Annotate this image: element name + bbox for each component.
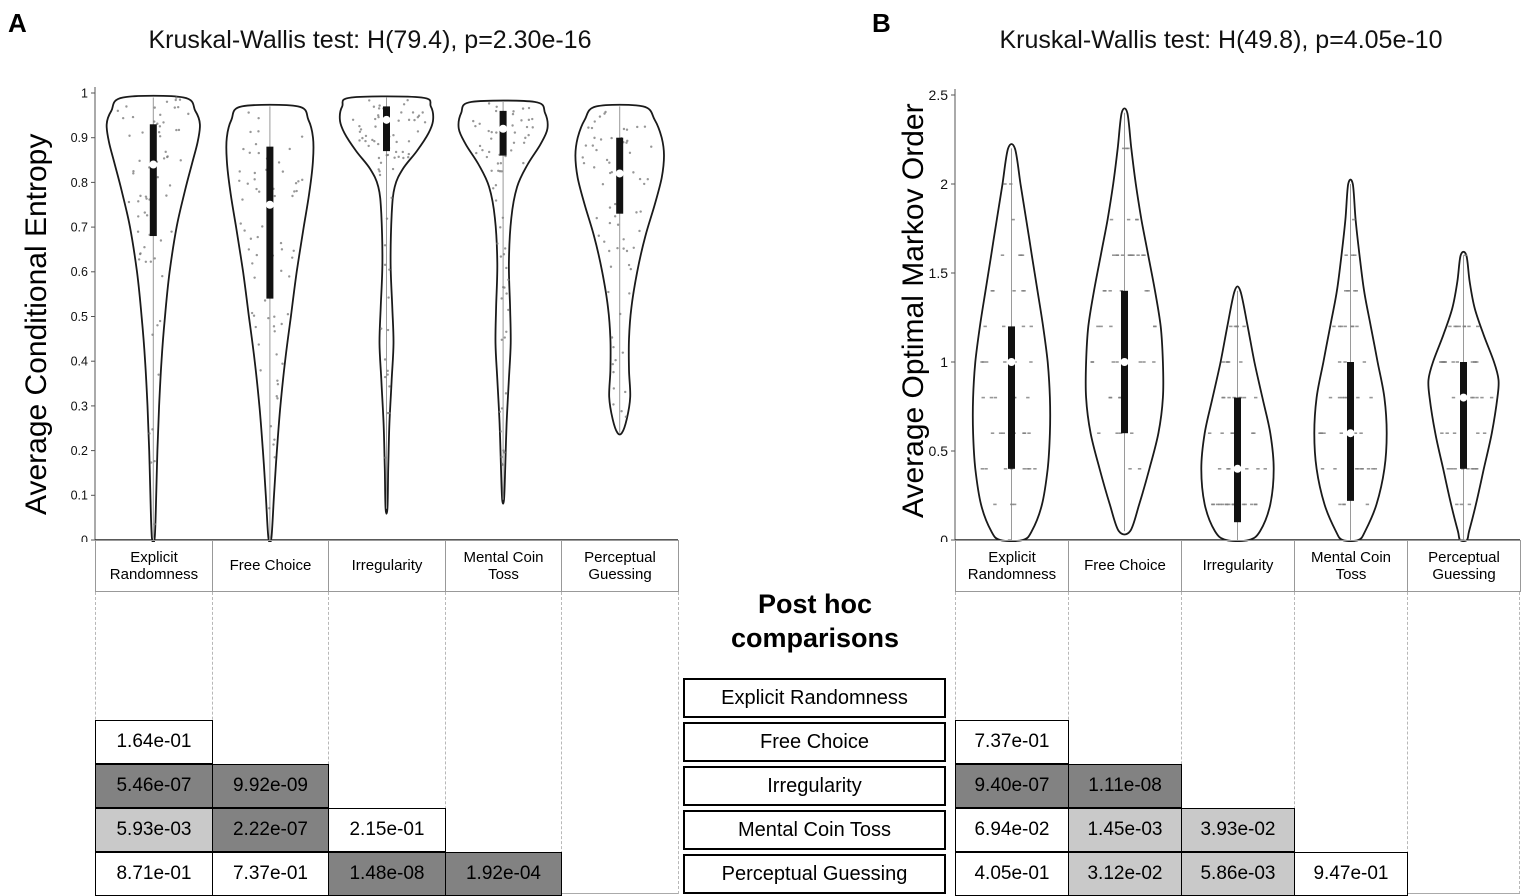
- svg-text:1: 1: [940, 354, 948, 370]
- svg-text:1: 1: [81, 86, 88, 100]
- dashed-gridline: [445, 592, 446, 894]
- plotA-svg: 0 0.1 0.2 0.3 0.4 0.5 0.6 0.7 0.8 0.9 1: [71, 86, 678, 547]
- pvalue-cell-a: 9.92e-09: [212, 764, 329, 808]
- posthoc-heading: Post hoc comparisons: [730, 589, 900, 653]
- dashed-gridline: [1407, 592, 1408, 894]
- svg-text:2.5: 2.5: [929, 87, 949, 103]
- svg-text:0.3: 0.3: [71, 399, 88, 413]
- panel-b-title: Kruskal-Wallis test: H(49.8), p=4.05e-10: [999, 26, 1443, 54]
- svg-text:0.2: 0.2: [71, 444, 88, 458]
- svg-text:0.6: 0.6: [71, 265, 88, 279]
- x-category-label-a-3: Mental Coin Toss: [445, 540, 562, 592]
- x-category-label-b-2: Irregularity: [1181, 540, 1295, 592]
- svg-text:1.5: 1.5: [929, 265, 949, 281]
- x-category-label-a-0: Explicit Randomness: [95, 540, 213, 592]
- dashed-gridline: [561, 592, 562, 894]
- panel-a-violin-plot: 0 0.1 0.2 0.3 0.4 0.5 0.6 0.7 0.8 0.9 1: [60, 80, 680, 547]
- pvalue-cell-b: 5.86e-03: [1181, 852, 1295, 896]
- svg-text:0.5: 0.5: [929, 443, 949, 459]
- pvalue-cell-b: 1.45e-03: [1068, 808, 1182, 852]
- svg-text:0.5: 0.5: [71, 310, 88, 324]
- dashed-gridline: [678, 592, 679, 894]
- pvalue-cell-b: 4.05e-01: [955, 852, 1069, 896]
- svg-text:0.1: 0.1: [71, 489, 88, 503]
- pvalue-cell-a: 2.15e-01: [328, 808, 446, 852]
- x-category-label-b-0: Explicit Randomness: [955, 540, 1069, 592]
- posthoc-row-label-0: Explicit Randomness: [683, 678, 946, 718]
- pvalue-cell-b: 3.12e-02: [1068, 852, 1182, 896]
- panel-b-violin-plot: 0 0.5 1 1.5 2 2.5: [920, 80, 1522, 548]
- plotB-svg: 0 0.5 1 1.5 2 2.5: [929, 87, 1520, 548]
- pvalue-cell-a: 7.37e-01: [212, 852, 329, 896]
- posthoc-row-label-2: Irregularity: [683, 766, 946, 806]
- svg-text:0.9: 0.9: [71, 131, 88, 145]
- posthoc-row-label-4: Perceptual Guessing: [683, 854, 946, 894]
- panel-a-y-axis-label: Average Conditional Entropy: [20, 133, 53, 515]
- posthoc-row-label-1: Free Choice: [683, 722, 946, 762]
- pvalue-cell-b: 7.37e-01: [955, 720, 1069, 764]
- pvalue-cell-b: 6.94e-02: [955, 808, 1069, 852]
- dashed-gridline: [1519, 592, 1520, 894]
- x-category-label-a-2: Irregularity: [328, 540, 446, 592]
- svg-text:0.4: 0.4: [71, 355, 88, 369]
- svg-text:0: 0: [81, 533, 88, 542]
- panel-a-title: Kruskal-Wallis test: H(79.4), p=2.30e-16: [148, 26, 592, 54]
- posthoc-row-label-3: Mental Coin Toss: [683, 810, 946, 850]
- x-category-label-b-3: Mental Coin Toss: [1294, 540, 1408, 592]
- x-category-label-a-4: Perceptual Guessing: [561, 540, 679, 592]
- svg-text:2: 2: [940, 176, 948, 192]
- x-category-label-a-1: Free Choice: [212, 540, 329, 592]
- pvalue-cell-a: 5.46e-07: [95, 764, 213, 808]
- x-category-label-b-1: Free Choice: [1068, 540, 1182, 592]
- pvalue-cell-a: 2.22e-07: [212, 808, 329, 852]
- pvalue-cell-a: 1.92e-04: [445, 852, 562, 896]
- x-category-label-b-4: Perceptual Guessing: [1407, 540, 1521, 592]
- pvalue-cell-b: 3.93e-02: [1181, 808, 1295, 852]
- pvalue-cell-b: 9.40e-07: [955, 764, 1069, 808]
- svg-text:0.8: 0.8: [71, 176, 88, 190]
- pvalue-cell-a: 1.64e-01: [95, 720, 213, 764]
- panel-a-label: A: [8, 8, 27, 38]
- svg-text:0.7: 0.7: [71, 220, 88, 234]
- dashed-gridline: [328, 592, 329, 894]
- pvalue-cell-b: 1.11e-08: [1068, 764, 1182, 808]
- dashed-gridline: [1181, 592, 1182, 894]
- pvalue-cell-a: 8.71e-01: [95, 852, 213, 896]
- pvalue-cell-b: 9.47e-01: [1294, 852, 1408, 896]
- panel-b-label: B: [872, 8, 891, 38]
- pvalue-cell-a: 1.48e-08: [328, 852, 446, 896]
- svg-text:0: 0: [940, 532, 948, 542]
- pvalue-cell-a: 5.93e-03: [95, 808, 213, 852]
- dashed-gridline: [1294, 592, 1295, 894]
